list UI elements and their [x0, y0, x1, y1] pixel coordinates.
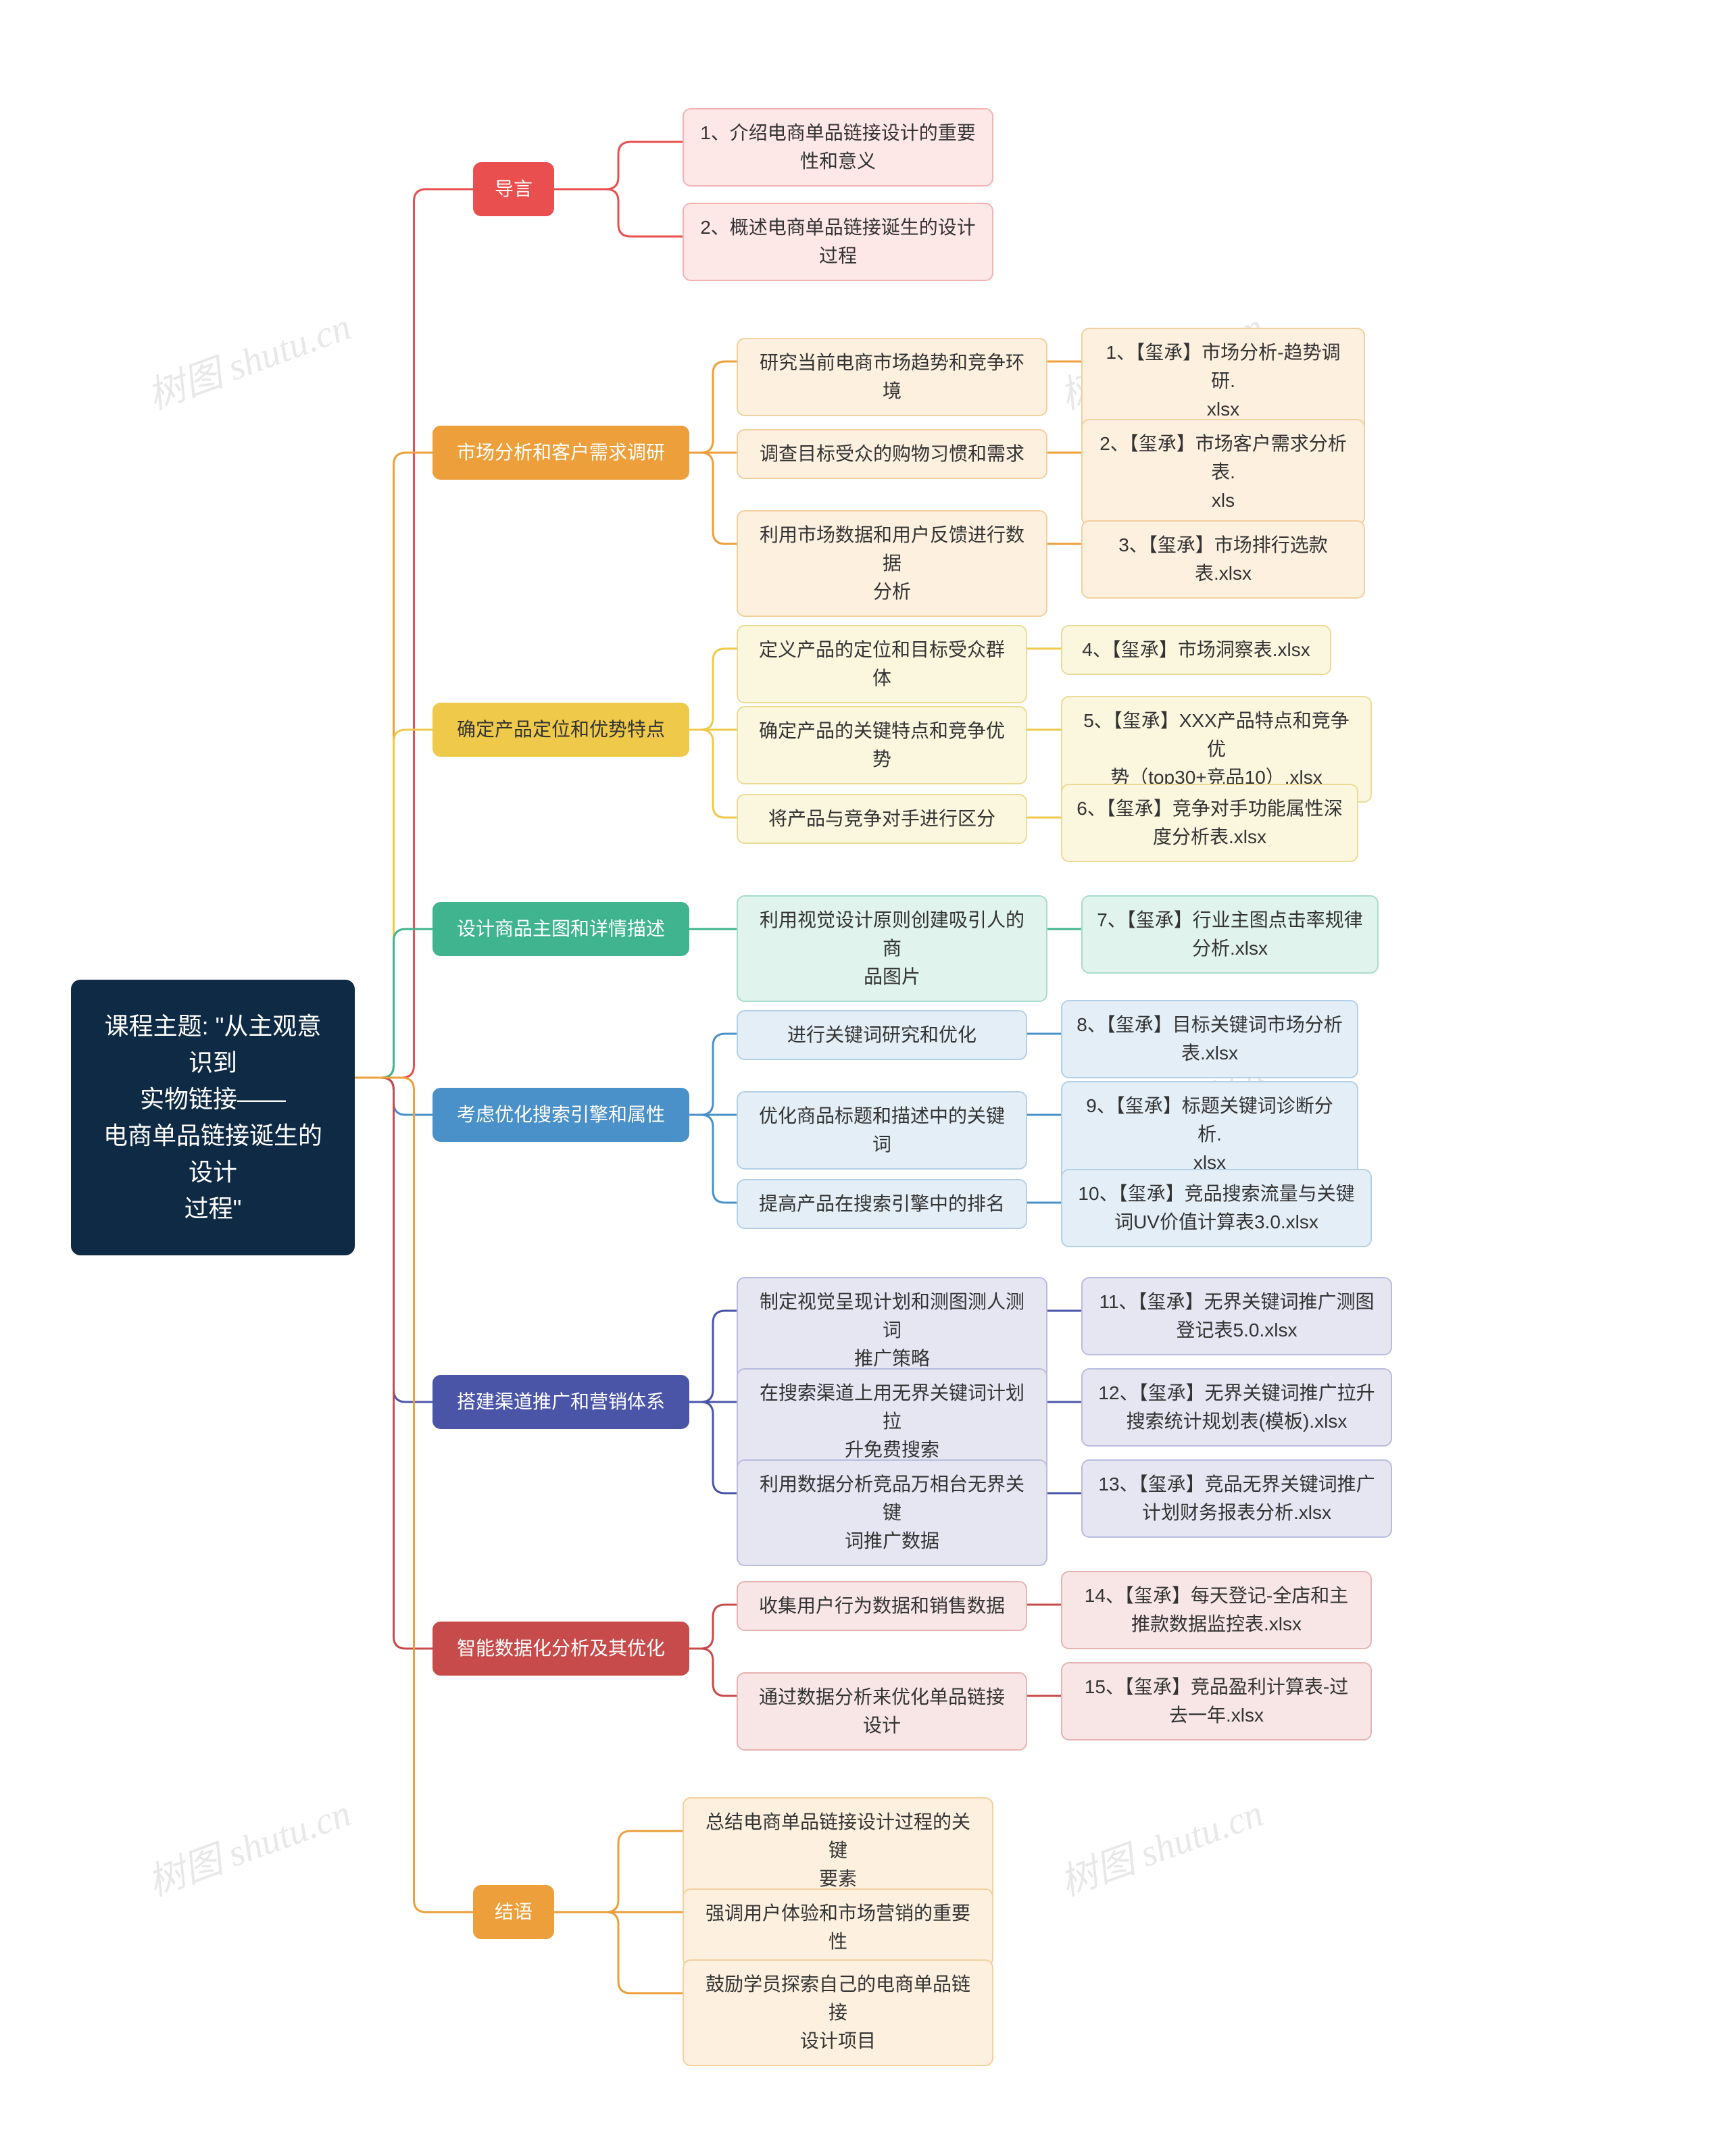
- branch-b8-label: 结语: [495, 1898, 533, 1926]
- branch-b4-child-0-label: 利用视觉设计原则创建吸引人的商 品图片: [751, 906, 1033, 991]
- branch-b3-child-2-leaf[interactable]: 6、【玺承】竞争对手功能属性深 度分析表.xlsx: [1061, 784, 1358, 862]
- branch-b5-child-1-leaf-label: 9、【玺承】标题关键词诊断分析. xlsx: [1076, 1092, 1343, 1177]
- branch-b2[interactable]: 市场分析和客户需求调研: [432, 426, 689, 480]
- branch-b1-child-1[interactable]: 2、概述电商单品链接诞生的设计 过程: [683, 203, 993, 281]
- branch-b3-label: 确定产品定位和优势特点: [457, 716, 665, 744]
- branch-b8-child-1[interactable]: 强调用户体验和市场营销的重要性: [683, 1888, 993, 1967]
- branch-b8-child-0-label: 总结电商单品链接设计过程的关键 要素: [697, 1808, 979, 1893]
- branch-b7-child-0-leaf-label: 14、【玺承】每天登记-全店和主 推款数据监控表.xlsx: [1085, 1582, 1348, 1638]
- branch-b3-child-2-label: 将产品与竞争对手进行区分: [768, 805, 995, 833]
- branch-b6-child-1-leaf[interactable]: 12、【玺承】无界关键词推广拉升 搜索统计规划表(模板).xlsx: [1081, 1368, 1392, 1447]
- branch-b6-child-0-label: 制定视觉呈现计划和测图测人测词 推广策略: [751, 1288, 1033, 1373]
- branch-b2-child-2-leaf-label: 3、【玺承】市场排行选款表.xlsx: [1096, 531, 1350, 588]
- branch-b6-child-1-label: 在搜索渠道上用无界关键词计划拉 升免费搜索: [751, 1379, 1033, 1464]
- branch-b2-child-1[interactable]: 调查目标受众的购物习惯和需求: [737, 429, 1047, 479]
- branch-b5-child-0-leaf[interactable]: 8、【玺承】目标关键词市场分析 表.xlsx: [1061, 1000, 1358, 1078]
- branch-b5-child-2-label: 提高产品在搜索引擎中的排名: [759, 1190, 1005, 1218]
- branch-b6-label: 搭建渠道推广和营销体系: [457, 1388, 665, 1416]
- branch-b4[interactable]: 设计商品主图和详情描述: [432, 902, 689, 956]
- mindmap-canvas: 树图 shutu.cn树图 shutu.cn树图 shutu.cn树图 shut…: [0, 0, 1730, 2156]
- branch-b3[interactable]: 确定产品定位和优势特点: [432, 703, 689, 757]
- branch-b7-child-0[interactable]: 收集用户行为数据和销售数据: [737, 1581, 1027, 1631]
- branch-b2-child-0[interactable]: 研究当前电商市场趋势和竞争环境: [737, 338, 1047, 416]
- branch-b5-child-0-leaf-label: 8、【玺承】目标关键词市场分析 表.xlsx: [1077, 1011, 1343, 1068]
- branch-b2-child-1-label: 调查目标受众的购物习惯和需求: [760, 440, 1024, 468]
- branch-b5-child-2-leaf-label: 10、【玺承】竞品搜索流量与关键 词UV价值计算表3.0.xlsx: [1078, 1180, 1354, 1236]
- branch-b6-child-0-leaf-label: 11、【玺承】无界关键词推广测图 登记表5.0.xlsx: [1099, 1288, 1374, 1345]
- branch-b1-label: 导言: [495, 175, 533, 203]
- branch-b3-child-0-leaf[interactable]: 4、【玺承】市场洞察表.xlsx: [1061, 625, 1331, 675]
- branch-b5-child-1[interactable]: 优化商品标题和描述中的关键词: [737, 1091, 1027, 1170]
- branch-b6-child-2-leaf[interactable]: 13、【玺承】竞品无界关键词推广 计划财务报表分析.xlsx: [1081, 1459, 1392, 1538]
- branch-b6-child-2-leaf-label: 13、【玺承】竞品无界关键词推广 计划财务报表分析.xlsx: [1098, 1470, 1375, 1527]
- branch-b5-child-2[interactable]: 提高产品在搜索引擎中的排名: [737, 1179, 1027, 1229]
- branch-b4-child-0[interactable]: 利用视觉设计原则创建吸引人的商 品图片: [737, 895, 1047, 1002]
- branch-b4-child-0-leaf[interactable]: 7、【玺承】行业主图点击率规律 分析.xlsx: [1081, 895, 1379, 974]
- branch-b3-child-0-label: 定义产品的定位和目标受众群体: [751, 636, 1012, 693]
- branch-b2-child-2-label: 利用市场数据和用户反馈进行数据 分析: [751, 521, 1033, 606]
- branch-b7-child-1-leaf[interactable]: 15、【玺承】竞品盈利计算表-过 去一年.xlsx: [1061, 1662, 1372, 1740]
- branch-b7-child-1-leaf-label: 15、【玺承】竞品盈利计算表-过 去一年.xlsx: [1085, 1673, 1348, 1730]
- branch-b2-child-2[interactable]: 利用市场数据和用户反馈进行数据 分析: [737, 510, 1047, 617]
- branch-b6-child-1-leaf-label: 12、【玺承】无界关键词推广拉升 搜索统计规划表(模板).xlsx: [1098, 1379, 1375, 1436]
- branch-b2-child-2-leaf[interactable]: 3、【玺承】市场排行选款表.xlsx: [1081, 520, 1365, 599]
- branch-b7-label: 智能数据化分析及其优化: [457, 1634, 665, 1663]
- branch-b4-label: 设计商品主图和详情描述: [457, 915, 665, 943]
- branch-b5-child-0[interactable]: 进行关键词研究和优化: [737, 1010, 1027, 1060]
- branch-b3-child-2-leaf-label: 6、【玺承】竞争对手功能属性深 度分析表.xlsx: [1077, 795, 1343, 851]
- branch-b3-child-0[interactable]: 定义产品的定位和目标受众群体: [737, 625, 1027, 703]
- branch-b3-child-1-leaf-label: 5、【玺承】XXX产品特点和竞争优 势（top30+竞品10）.xlsx: [1076, 707, 1357, 792]
- branch-b3-child-0-leaf-label: 4、【玺承】市场洞察表.xlsx: [1082, 636, 1310, 664]
- branch-b1-child-0[interactable]: 1、介绍电商单品链接设计的重要 性和意义: [683, 108, 993, 186]
- branch-b8-child-2-label: 鼓励学员探索自己的电商单品链接 设计项目: [697, 1970, 979, 2055]
- branch-b2-label: 市场分析和客户需求调研: [457, 438, 665, 467]
- branch-b7-child-0-label: 收集用户行为数据和销售数据: [759, 1592, 1005, 1620]
- branch-b7-child-1[interactable]: 通过数据分析来优化单品链接设计: [737, 1672, 1027, 1751]
- branch-b1[interactable]: 导言: [473, 162, 554, 216]
- branch-b7[interactable]: 智能数据化分析及其优化: [432, 1622, 689, 1676]
- branch-b5-child-0-label: 进行关键词研究和优化: [787, 1021, 977, 1049]
- branch-b6-child-2[interactable]: 利用数据分析竞品万相台无界关键 词推广数据: [737, 1459, 1047, 1566]
- branch-b6[interactable]: 搭建渠道推广和营销体系: [432, 1375, 689, 1429]
- branch-b3-child-1-label: 确定产品的关键特点和竞争优势: [751, 717, 1012, 774]
- branch-b5-label: 考虑优化搜索引擎和属性: [457, 1101, 665, 1129]
- branch-b5-child-1-label: 优化商品标题和描述中的关键词: [751, 1102, 1012, 1159]
- branch-b2-child-0-leaf-label: 1、【玺承】市场分析-趋势调研. xlsx: [1096, 339, 1350, 424]
- branch-b6-child-0-leaf[interactable]: 11、【玺承】无界关键词推广测图 登记表5.0.xlsx: [1081, 1277, 1392, 1355]
- branch-b2-child-0-label: 研究当前电商市场趋势和竞争环境: [751, 349, 1033, 405]
- branch-b7-child-0-leaf[interactable]: 14、【玺承】每天登记-全店和主 推款数据监控表.xlsx: [1061, 1571, 1372, 1649]
- branch-b3-child-2[interactable]: 将产品与竞争对手进行区分: [737, 794, 1027, 844]
- branch-b8-child-2[interactable]: 鼓励学员探索自己的电商单品链接 设计项目: [683, 1959, 993, 2066]
- root-node[interactable]: 课程主题: "从主观意识到 实物链接—— 电商单品链接诞生的设计 过程": [71, 980, 355, 1255]
- branch-b4-child-0-leaf-label: 7、【玺承】行业主图点击率规律 分析.xlsx: [1097, 906, 1363, 963]
- branch-b8[interactable]: 结语: [473, 1885, 554, 1939]
- branch-b1-child-1-label: 2、概述电商单品链接诞生的设计 过程: [700, 214, 976, 270]
- branch-b5[interactable]: 考虑优化搜索引擎和属性: [432, 1088, 689, 1142]
- branch-b5-child-2-leaf[interactable]: 10、【玺承】竞品搜索流量与关键 词UV价值计算表3.0.xlsx: [1061, 1169, 1372, 1247]
- branch-b3-child-1[interactable]: 确定产品的关键特点和竞争优势: [737, 706, 1027, 784]
- branch-b2-child-1-leaf[interactable]: 2、【玺承】市场客户需求分析表. xls: [1081, 419, 1365, 526]
- branch-b8-child-1-label: 强调用户体验和市场营销的重要性: [697, 1899, 979, 1956]
- branch-b6-child-2-label: 利用数据分析竞品万相台无界关键 词推广数据: [751, 1470, 1033, 1555]
- branch-b7-child-1-label: 通过数据分析来优化单品链接设计: [751, 1683, 1012, 1740]
- root-node-label: 课程主题: "从主观意识到 实物链接—— 电商单品链接诞生的设计 过程": [93, 1008, 333, 1227]
- branch-b2-child-1-leaf-label: 2、【玺承】市场客户需求分析表. xls: [1096, 430, 1350, 515]
- branch-b1-child-0-label: 1、介绍电商单品链接设计的重要 性和意义: [700, 119, 976, 176]
